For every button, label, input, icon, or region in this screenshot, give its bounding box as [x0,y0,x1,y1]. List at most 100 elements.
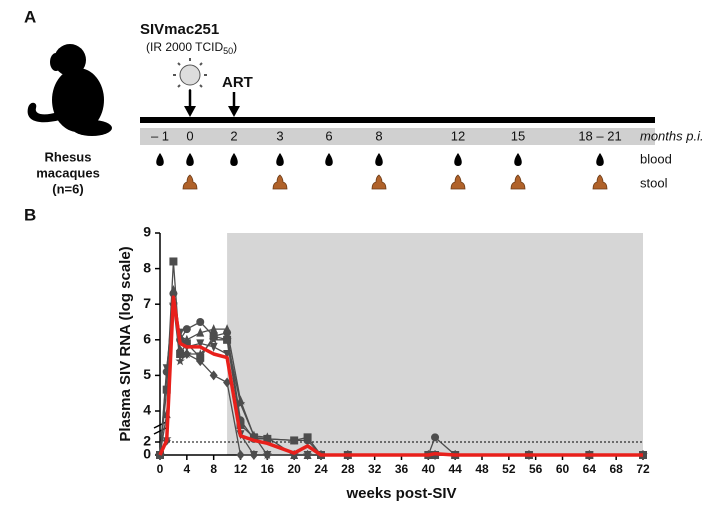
sample-label: stool [640,175,668,190]
x-tick-label: 28 [341,462,355,476]
dose-label: (IR 2000 TCID50) [146,40,237,56]
y-tick-label: 9 [143,224,151,240]
arrows [184,90,240,117]
marker [236,450,245,460]
x-tick-label: 20 [287,462,301,476]
x-tick-label: 60 [556,462,570,476]
blood-drop [186,153,194,166]
x-tick-label: 0 [157,462,164,476]
marker [223,324,232,334]
sample-label: blood [640,151,672,166]
marker [196,327,205,337]
marker [431,433,440,442]
x-tick-label: 8 [210,462,217,476]
x-tick-label: 12 [234,462,248,476]
marker [196,339,205,349]
marker [236,420,245,429]
timepoint-label: 12 [451,128,465,143]
marker [209,342,218,352]
timepoint-label: 15 [511,128,525,143]
timeline-band [140,128,655,145]
timepoint-label: 18 – 21 [578,128,621,143]
x-tick-label: 4 [183,462,190,476]
x-tick-label: 44 [448,462,462,476]
marker [302,450,313,459]
monkey-icon [27,44,112,136]
timepoint-label: – 1 [151,128,169,143]
panel-label: B [24,205,36,224]
blood-drop [230,153,238,166]
stool-icon [510,174,526,190]
stool-icon [450,174,466,190]
x-tick-label: 52 [502,462,516,476]
x-tick-label: 56 [529,462,543,476]
stool-icon [182,174,198,190]
mean-line [158,295,643,457]
marker [303,436,312,445]
marker [169,284,178,294]
x-tick-label: 64 [583,462,597,476]
marker [249,430,259,440]
animal-label: (n=6) [52,181,83,196]
marker [223,377,232,388]
y-tick-label: 5 [143,366,151,382]
timeline-unit: months p.i. [640,128,704,143]
timepoint-label: 2 [230,128,237,143]
marker [169,257,178,266]
marker [162,385,171,394]
x-axis-label: weeks post-SIV [345,485,456,502]
dose-text: (IR 2000 TCID [146,40,223,54]
timeline-bar [140,117,655,123]
x-tick-label: 72 [636,462,650,476]
dose-text: ) [233,40,237,54]
x-tick-label: 36 [395,462,409,476]
dose-subscript: 50 [223,46,233,56]
timepoint-label: 6 [325,128,332,143]
treatment-label: ART [222,74,253,91]
y-tick-label: 0 [143,446,151,462]
x-tick-label: 68 [609,462,623,476]
blood-drop [375,153,383,166]
y-tick-label: 7 [143,295,151,311]
y-tick-label: 8 [143,259,151,275]
marker [209,324,218,334]
marker [222,334,232,344]
blood-drop [325,153,333,166]
x-tick-label: 40 [422,462,436,476]
blood-drop [156,153,164,166]
timepoint-label: 3 [276,128,283,143]
stool-icon [592,174,608,190]
blood-drop [454,153,462,166]
animal-label: macaques [36,165,100,180]
marker [182,325,191,334]
marker [208,334,219,344]
blood-drop [276,153,284,166]
x-tick-label: 32 [368,462,382,476]
y-tick-label: 6 [143,331,151,347]
y-tick-label: 2 [143,433,151,449]
x-tick-label: 24 [314,462,328,476]
x-tick-label: 48 [475,462,489,476]
timepoint-label: 8 [375,128,382,143]
marker [196,318,205,326]
blood-drop [596,153,604,166]
marker [235,398,246,408]
timepoint-label: 0 [186,128,193,143]
panel-label: A [24,7,36,26]
y-axis-label: Plasma SIV RNA (log scale) [117,246,134,441]
shaded-region [227,233,644,455]
virus-label: SIVmac251 [140,21,219,38]
animal-label: Rhesus [45,149,92,164]
x-tick-label: 16 [261,462,275,476]
marker [263,432,272,442]
blood-drop [514,153,522,166]
virus-icon [173,58,207,92]
marker [182,349,192,359]
marker [249,450,258,460]
marker [196,356,205,367]
stool-icon [272,174,288,190]
stool-icon [371,174,387,190]
marker [175,356,185,366]
